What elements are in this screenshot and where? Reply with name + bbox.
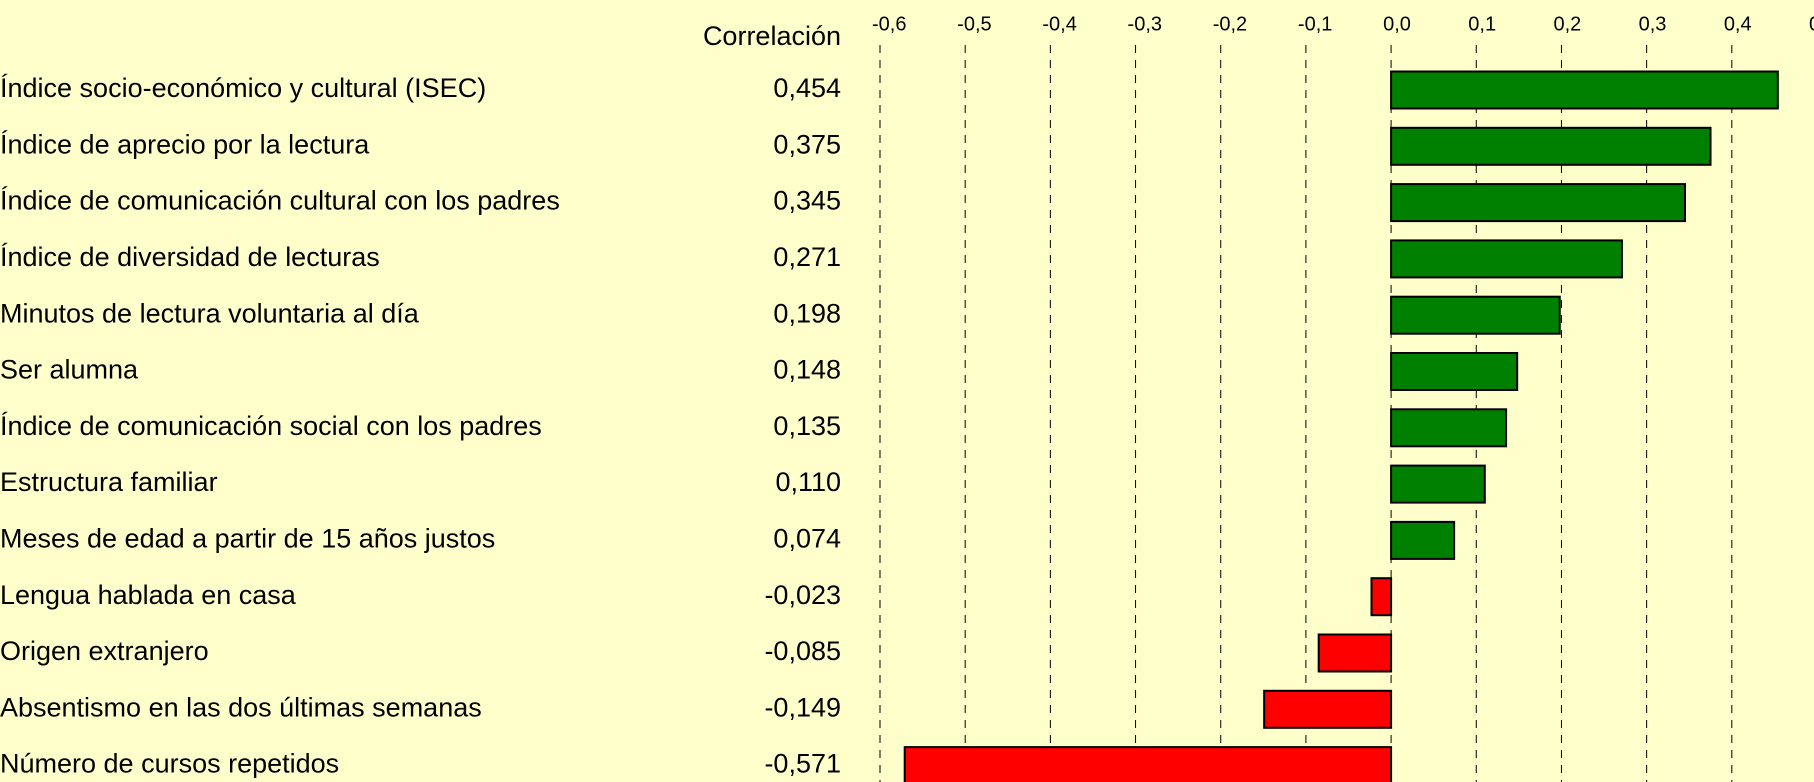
value-label: -0,149 [764,692,841,722]
category-label: Absentismo en las dos últimas semanas [0,692,482,722]
value-label: 0,454 [773,73,841,103]
category-label: Estructura familiar [0,467,218,497]
category-label: Índice de diversidad de lecturas [0,242,380,272]
category-label: Origen extranjero [0,636,209,666]
bar [1390,126,1712,166]
value-label: 0,110 [775,467,841,497]
category-label: Ser alumna [0,355,139,385]
value-label: 0,345 [773,186,841,216]
bar [1263,689,1393,729]
value-label: 0,271 [773,242,841,272]
category-label: Índice de aprecio por la lectura [0,129,370,159]
bar [1390,464,1486,504]
category-label: Lengua hablada en casa [0,580,297,610]
value-label: 0,375 [773,129,841,159]
category-label: Índice de comunicación social con los pa… [0,411,542,441]
value-label: 0,135 [773,411,841,441]
value-label: -0,571 [764,749,841,779]
bar [1317,633,1393,673]
value-label: 0,198 [773,298,841,328]
value-label: 0,148 [773,355,841,385]
x-tick-label: 0, [1809,13,1814,35]
bar [1390,239,1623,279]
x-tick-label: -0,1 [1298,13,1332,35]
bar [1370,577,1393,617]
value-label: -0,023 [764,580,841,610]
x-tick-label: 0,2 [1553,13,1581,35]
x-tick-label: -0,6 [872,13,906,35]
x-tick-label: -0,2 [1213,13,1247,35]
x-tick-label: 0,4 [1724,13,1752,35]
bar [1390,408,1508,448]
bar [1390,183,1686,223]
bar [1390,352,1519,391]
category-label: Índice de comunicación cultural con los … [0,186,560,216]
x-tick-label: 0,3 [1639,13,1667,35]
bar [1390,520,1456,560]
x-tick-label: -0,4 [1042,13,1076,35]
bar [1390,70,1779,110]
x-tick-label: 0,1 [1468,13,1496,35]
category-label: Índice socio-económico y cultural (ISEC) [0,73,486,103]
x-tick-label: 0,0 [1383,13,1411,35]
category-label: Número de cursos repetidos [0,749,339,779]
x-tick-label: -0,3 [1128,13,1162,35]
category-label: Minutos de lectura voluntaria al día [0,298,420,328]
x-tick-label: -0,5 [957,13,991,35]
value-label: 0,074 [773,524,841,554]
bar [1390,295,1561,335]
value-label: -0,085 [764,636,841,666]
value-header: Correlación [703,21,841,51]
bar [903,746,1393,782]
category-label: Meses de edad a partir de 15 años justos [0,524,495,554]
